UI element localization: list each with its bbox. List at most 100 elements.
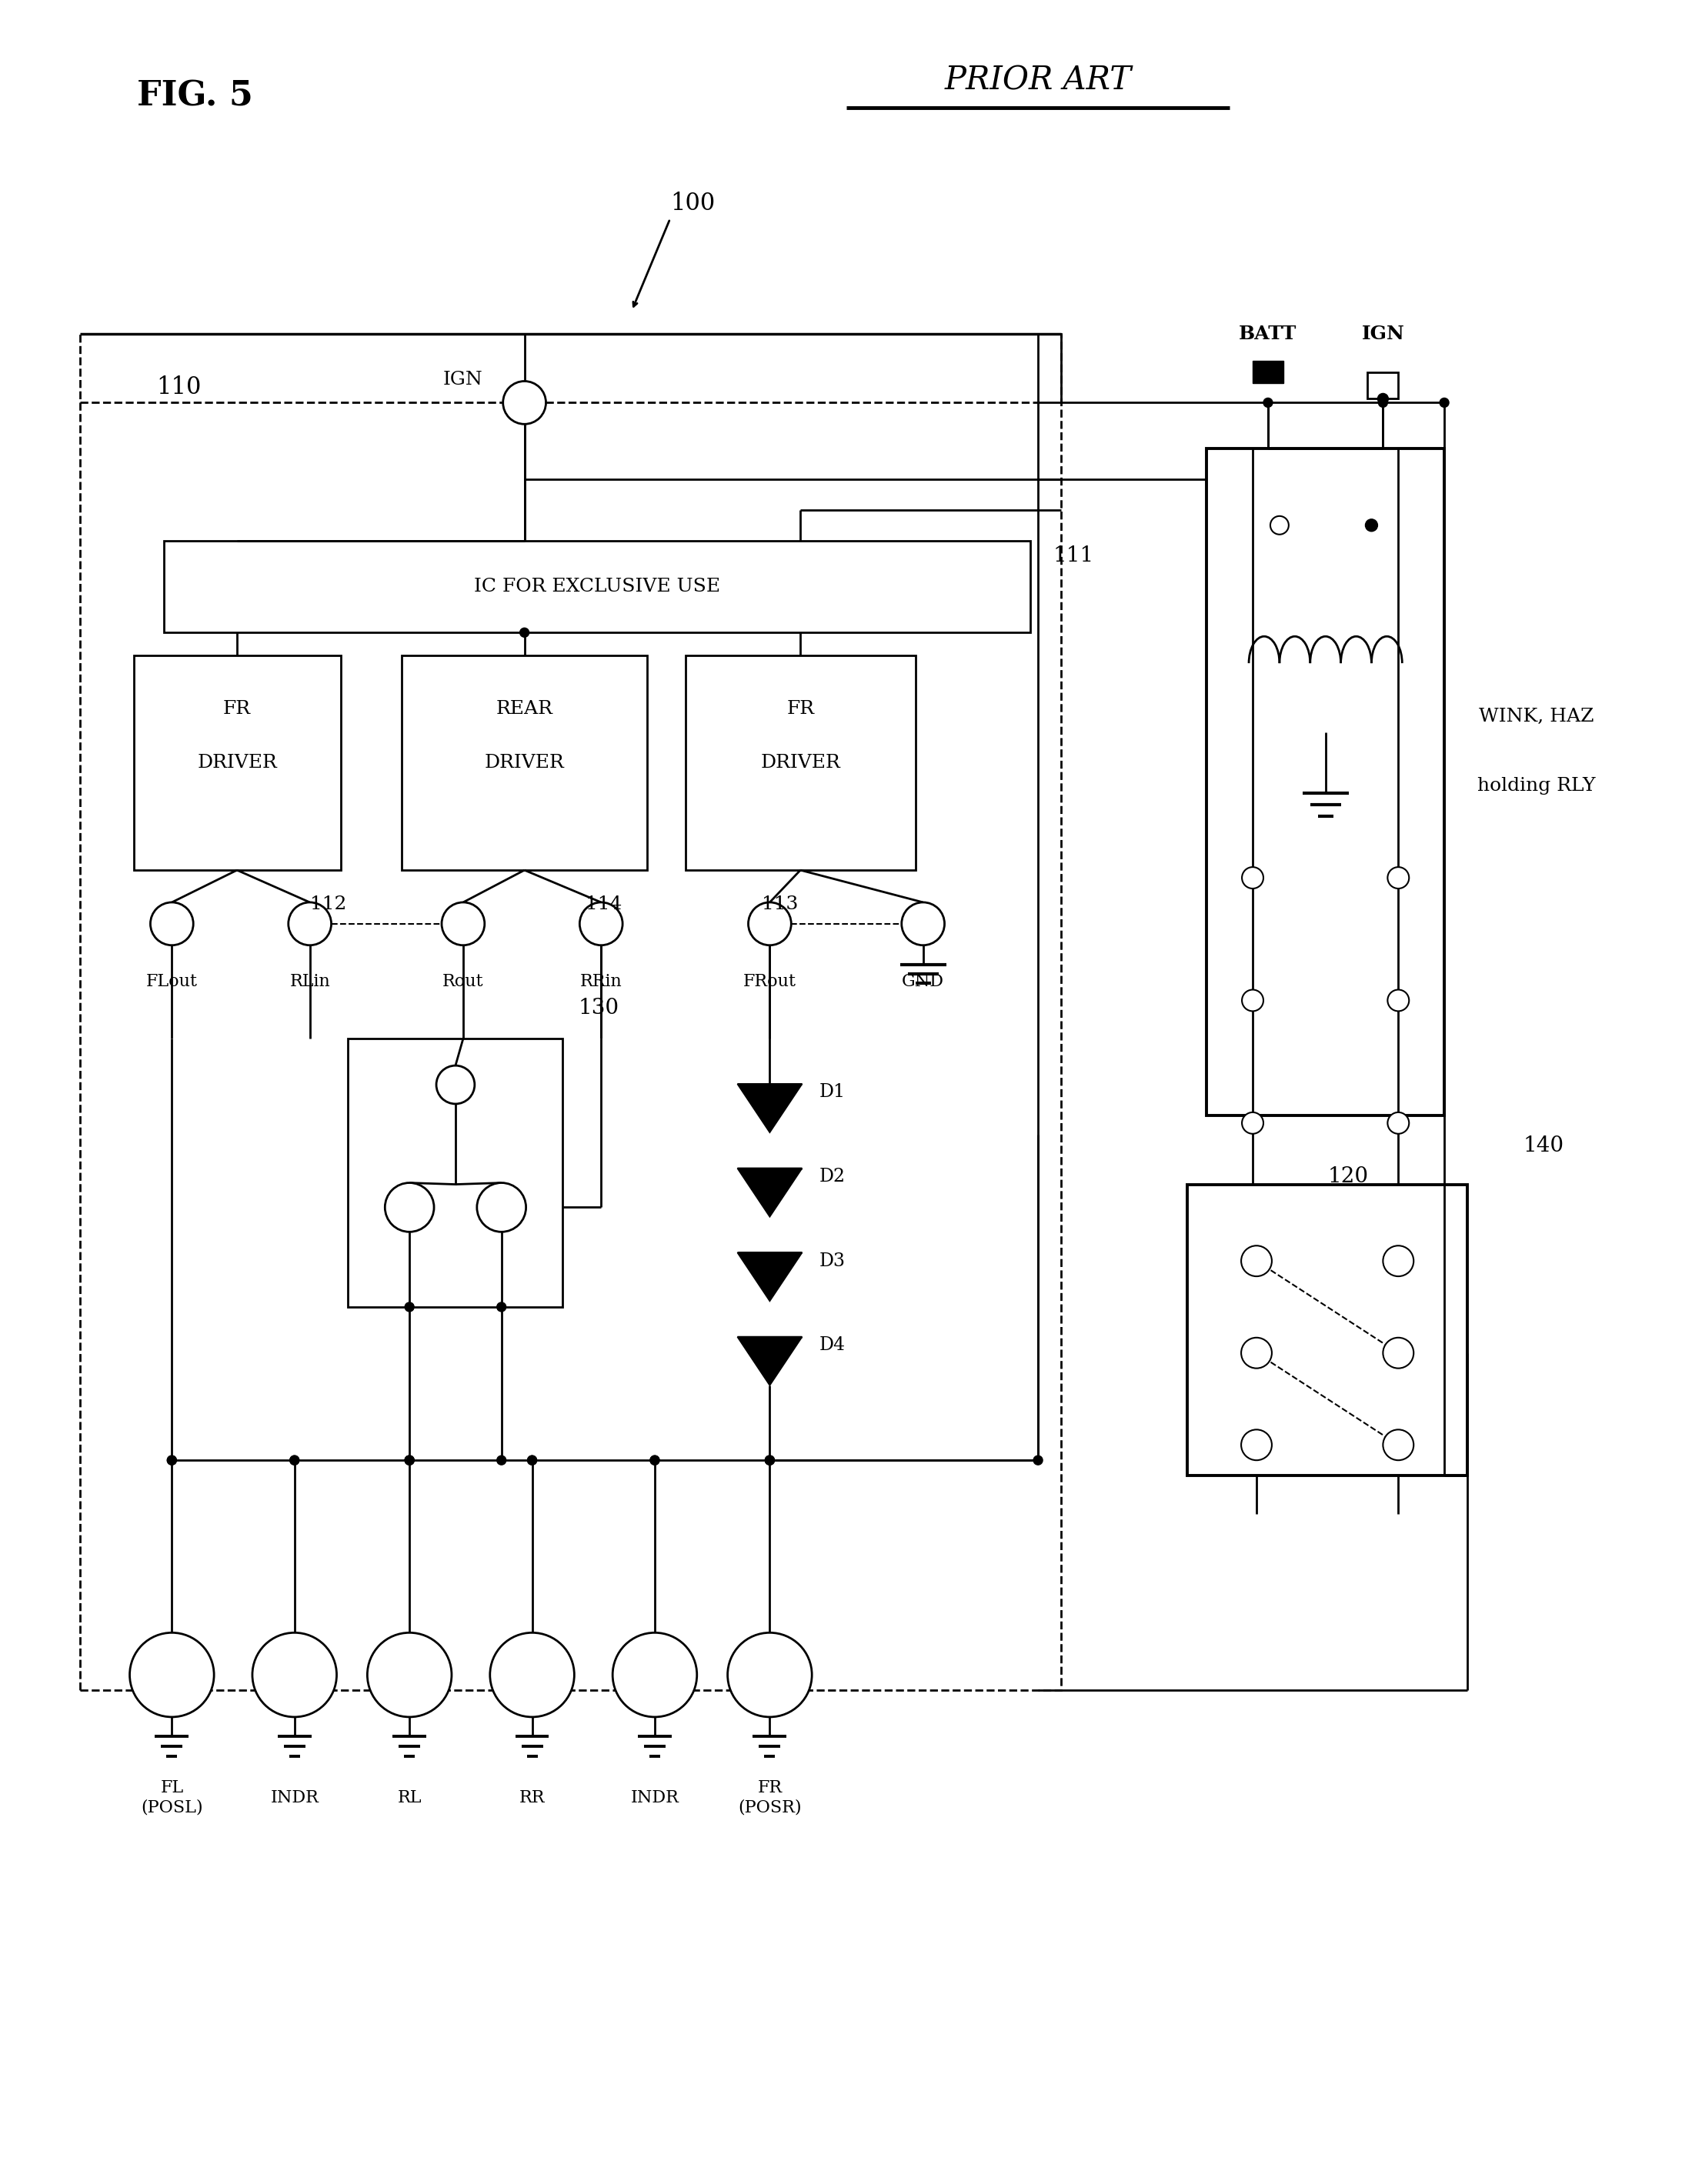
Circle shape xyxy=(1241,1245,1271,1275)
Circle shape xyxy=(1263,397,1273,406)
Circle shape xyxy=(1242,867,1263,889)
Text: RRin: RRin xyxy=(580,972,623,989)
Text: D2: D2 xyxy=(820,1168,846,1186)
Circle shape xyxy=(1384,1245,1414,1275)
Text: FIG. 5: FIG. 5 xyxy=(136,79,254,114)
Text: 100: 100 xyxy=(671,192,715,216)
Text: 114: 114 xyxy=(585,895,623,913)
Circle shape xyxy=(766,1457,774,1465)
Circle shape xyxy=(1033,1457,1043,1465)
Circle shape xyxy=(477,1184,526,1232)
Text: D1: D1 xyxy=(820,1083,846,1101)
Polygon shape xyxy=(737,1083,802,1131)
Text: FR: FR xyxy=(223,701,250,719)
Circle shape xyxy=(289,1457,300,1465)
Text: IC FOR EXCLUSIVE USE: IC FOR EXCLUSIVE USE xyxy=(475,579,720,596)
Circle shape xyxy=(167,1457,177,1465)
Text: D4: D4 xyxy=(820,1337,846,1354)
Polygon shape xyxy=(737,1254,802,1302)
Circle shape xyxy=(167,1457,177,1465)
Text: GND: GND xyxy=(902,972,945,989)
Text: 120: 120 xyxy=(1328,1166,1368,1188)
Circle shape xyxy=(405,1457,414,1465)
Circle shape xyxy=(766,1457,774,1465)
Polygon shape xyxy=(737,1337,802,1385)
Circle shape xyxy=(504,382,546,424)
Circle shape xyxy=(436,1066,475,1103)
Text: PRIOR ART: PRIOR ART xyxy=(945,66,1132,96)
Text: INDR: INDR xyxy=(630,1789,679,1806)
Circle shape xyxy=(1242,989,1263,1011)
Bar xyxy=(1207,448,1445,1116)
Text: FR: FR xyxy=(786,701,814,719)
Text: Rout: Rout xyxy=(443,972,483,989)
Circle shape xyxy=(497,1302,505,1313)
Text: FLout: FLout xyxy=(146,972,197,989)
Circle shape xyxy=(1379,397,1387,406)
Circle shape xyxy=(1241,1431,1271,1461)
Circle shape xyxy=(490,1634,574,1717)
Circle shape xyxy=(385,1184,434,1232)
Text: 112: 112 xyxy=(310,895,346,913)
Text: 130: 130 xyxy=(579,998,620,1018)
Circle shape xyxy=(519,629,529,638)
Circle shape xyxy=(1384,1337,1414,1369)
Circle shape xyxy=(1387,1112,1409,1133)
Circle shape xyxy=(405,1302,414,1313)
Circle shape xyxy=(288,902,332,946)
Text: RLin: RLin xyxy=(289,972,330,989)
Circle shape xyxy=(528,1457,536,1465)
Text: 140: 140 xyxy=(1523,1136,1564,1155)
Bar xyxy=(1253,360,1283,384)
Circle shape xyxy=(528,1457,536,1465)
Text: 110: 110 xyxy=(157,376,201,400)
Circle shape xyxy=(289,1457,300,1465)
Text: REAR: REAR xyxy=(495,701,553,719)
Circle shape xyxy=(1387,867,1409,889)
Circle shape xyxy=(441,902,485,946)
Text: FL
(POSL): FL (POSL) xyxy=(141,1780,203,1815)
Text: BATT: BATT xyxy=(1239,325,1297,343)
Circle shape xyxy=(749,902,791,946)
Bar xyxy=(686,655,916,869)
Circle shape xyxy=(1387,989,1409,1011)
Polygon shape xyxy=(737,1168,802,1216)
Text: INDR: INDR xyxy=(271,1789,318,1806)
Circle shape xyxy=(613,1634,696,1717)
Text: DRIVER: DRIVER xyxy=(485,753,565,771)
Text: D3: D3 xyxy=(820,1251,846,1269)
Bar xyxy=(1368,371,1399,400)
Text: FR
(POSR): FR (POSR) xyxy=(739,1780,802,1815)
Circle shape xyxy=(1365,520,1377,531)
Text: DRIVER: DRIVER xyxy=(197,753,277,771)
Text: FRout: FRout xyxy=(744,972,797,989)
Circle shape xyxy=(497,1457,505,1465)
Circle shape xyxy=(1242,1112,1263,1133)
Circle shape xyxy=(766,1457,774,1465)
Bar xyxy=(163,542,1030,633)
Text: WINK, HAZ: WINK, HAZ xyxy=(1479,708,1593,725)
Circle shape xyxy=(902,902,945,946)
Circle shape xyxy=(129,1634,214,1717)
Bar xyxy=(80,334,1060,1690)
Circle shape xyxy=(252,1634,337,1717)
Circle shape xyxy=(405,1457,414,1465)
Bar xyxy=(349,1040,563,1306)
Text: RL: RL xyxy=(397,1789,422,1806)
Circle shape xyxy=(405,1457,414,1465)
Bar xyxy=(133,655,340,869)
Text: IGN: IGN xyxy=(1362,325,1404,343)
Text: RR: RR xyxy=(519,1789,545,1806)
Bar xyxy=(1188,1184,1467,1476)
Text: 111: 111 xyxy=(1054,546,1094,566)
Circle shape xyxy=(650,1457,659,1465)
Text: holding RLY: holding RLY xyxy=(1477,778,1595,795)
Circle shape xyxy=(1440,397,1448,406)
Circle shape xyxy=(368,1634,451,1717)
Circle shape xyxy=(580,902,623,946)
Circle shape xyxy=(1241,1337,1271,1369)
Text: IGN: IGN xyxy=(443,371,483,389)
Circle shape xyxy=(1377,393,1389,404)
Text: DRIVER: DRIVER xyxy=(761,753,841,771)
Circle shape xyxy=(150,902,194,946)
